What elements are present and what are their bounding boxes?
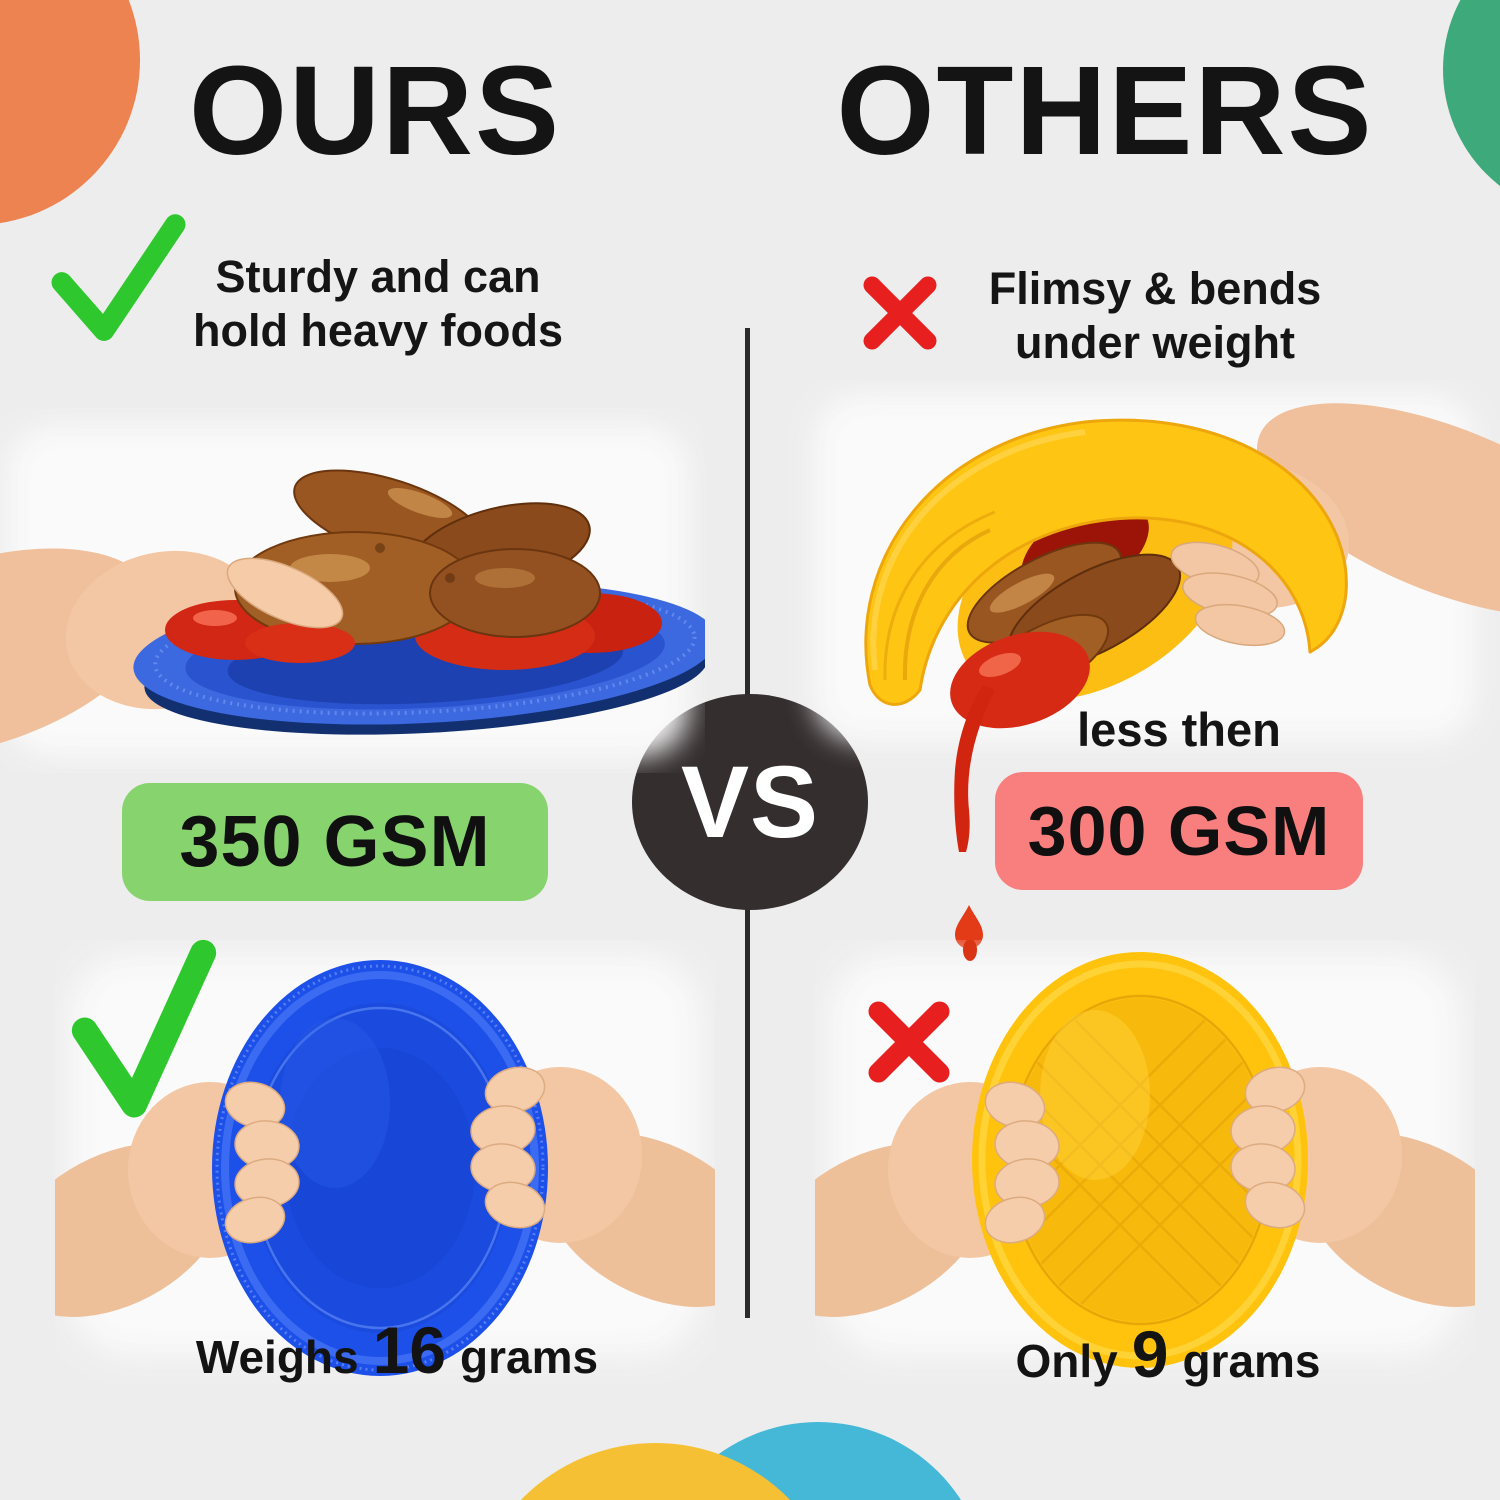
ours-gsm-badge: 350 GSM	[122, 783, 548, 901]
thumb	[226, 557, 344, 629]
ours-feature-text: Sturdy and can hold heavy foods	[168, 250, 588, 358]
others-empty-plate-photo	[815, 940, 1475, 1385]
bent-yellow-plate	[864, 418, 1348, 706]
others-feature-text: Flimsy & bends under weight	[945, 262, 1365, 370]
ketchup-drop	[955, 905, 983, 949]
ours-weight-suffix: grams	[460, 1331, 599, 1383]
fingers	[1170, 541, 1286, 647]
ours-empty-plate-photo	[55, 940, 715, 1385]
check-icon	[70, 938, 218, 1123]
right-fingers	[470, 1066, 546, 1229]
ours-gsm-label: 350 GSM	[179, 802, 491, 882]
ours-weight-prefix: Weighs	[195, 1331, 359, 1383]
left-fingers	[984, 1081, 1060, 1244]
others-weight-prefix: Only	[1015, 1335, 1118, 1387]
others-title: OTHERS	[836, 40, 1374, 181]
ours-title: OURS	[188, 40, 562, 181]
ours-feature-line1: Sturdy and can	[215, 251, 541, 302]
check-icon	[46, 210, 191, 350]
others-plate-photo	[785, 380, 1500, 970]
left-fingers	[224, 1081, 300, 1244]
others-weight-value: 9	[1131, 1317, 1169, 1391]
ours-plate-photo	[0, 408, 705, 773]
others-weight-caption: Only 9 grams	[868, 1316, 1468, 1392]
cross-icon	[864, 994, 954, 1090]
blue-plate	[212, 960, 548, 1376]
vs-label: VS	[680, 744, 820, 859]
yellow-plate	[972, 952, 1308, 1368]
others-feature-line2: under weight	[1015, 317, 1295, 368]
ketchup-front	[245, 623, 355, 663]
right-fingers	[1230, 1066, 1306, 1229]
ketchup-spill	[950, 631, 1090, 949]
others-feature-line1: Flimsy & bends	[988, 263, 1322, 314]
cross-icon	[858, 272, 942, 354]
ours-weight-caption: Weighs 16 grams	[97, 1312, 697, 1388]
others-gsm-badge: 300 GSM	[995, 772, 1363, 890]
waffle-texture	[1012, 998, 1268, 1322]
others-weight-suffix: grams	[1182, 1335, 1321, 1387]
ours-weight-value: 16	[372, 1313, 447, 1387]
ours-feature-line2: hold heavy foods	[192, 305, 564, 356]
others-less-then-label: less then	[1077, 703, 1281, 756]
ketchup-droplet	[963, 940, 977, 961]
others-gsm-label: 300 GSM	[1027, 792, 1331, 870]
